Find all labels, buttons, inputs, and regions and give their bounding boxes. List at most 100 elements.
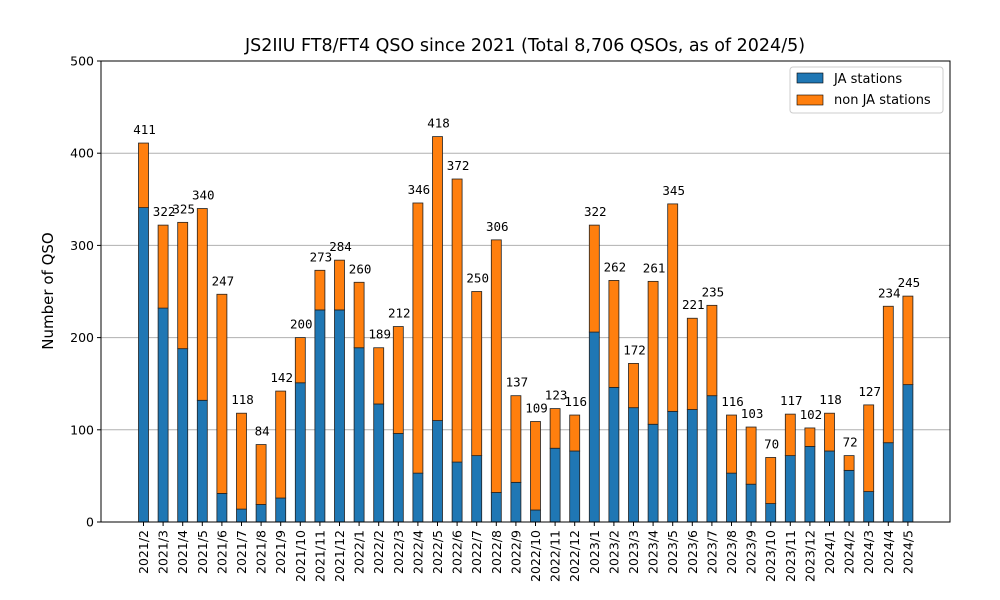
- bar-total-label: 346: [408, 182, 431, 197]
- bar-non-ja-stations: [255, 444, 267, 505]
- bar-ja-stations: [490, 492, 502, 523]
- bar-non-ja-stations: [196, 208, 208, 401]
- bar-non-ja-stations: [353, 281, 365, 349]
- bar-total-label: 245: [898, 275, 921, 290]
- bar-ja-stations: [569, 450, 581, 523]
- x-tick-label: 2022/9: [508, 530, 523, 574]
- bar-non-ja-stations: [843, 455, 855, 471]
- bar-ja-stations: [412, 472, 424, 523]
- bar-ja-stations: [882, 442, 894, 523]
- bar-ja-stations: [294, 382, 306, 523]
- x-tick-label: 2022/11: [548, 530, 563, 582]
- x-tick-label: 2024/1: [822, 530, 837, 574]
- legend-box: [789, 66, 944, 114]
- bar-total-label: 262: [604, 259, 627, 274]
- bar-total-label: 345: [662, 183, 685, 198]
- y-tick-label: 100: [70, 422, 94, 437]
- bar-ja-stations: [588, 331, 600, 523]
- x-tick-label: 2021/3: [156, 530, 171, 574]
- x-tick-label: 2021/7: [234, 530, 249, 574]
- x-tick-label: 2023/3: [626, 530, 641, 574]
- chart-title: JS2IIU FT8/FT4 QSO since 2021 (Total 8,7…: [244, 36, 805, 56]
- x-tick-label: 2021/6: [214, 530, 229, 574]
- bar-total-label: 127: [858, 384, 881, 399]
- y-tick-label: 500: [70, 54, 94, 69]
- bar-total-label: 234: [878, 285, 901, 300]
- bar-ja-stations: [177, 348, 189, 523]
- y-tick-label: 300: [70, 238, 94, 253]
- x-tick-label: 2023/2: [606, 530, 621, 574]
- bar-ja-stations: [138, 207, 149, 523]
- bar-total-label: 116: [564, 394, 587, 409]
- x-tick-label: 2023/12: [802, 530, 817, 582]
- x-axis: 2021/2 2021/3 2021/4 2021/5 2021/6 2021/7 2021…: [136, 522, 915, 582]
- plot-frame: [100, 60, 951, 523]
- bar-non-ja-stations: [804, 427, 816, 447]
- bar-non-ja-stations: [236, 412, 247, 510]
- x-tick-label: 2021/10: [293, 530, 308, 582]
- bar-ja-stations: [726, 472, 737, 523]
- bar-total-label: 189: [368, 327, 391, 342]
- x-tick-label: 2021/2: [136, 530, 151, 574]
- bar-ja-stations: [667, 410, 679, 523]
- x-tick-label: 2021/8: [254, 530, 269, 574]
- bar-non-ja-stations: [628, 363, 639, 409]
- bar-non-ja-stations: [432, 136, 443, 421]
- legend-label-ja: JA stations: [833, 72, 902, 87]
- x-tick-label: 2024/2: [842, 530, 857, 574]
- bar-non-ja-stations: [157, 224, 169, 309]
- bar-total-label: 116: [721, 394, 744, 409]
- bar-total-label: 118: [819, 392, 842, 407]
- bar-ja-stations: [196, 399, 208, 523]
- x-tick-label: 2022/5: [430, 530, 445, 574]
- bar-total-label: 123: [545, 388, 568, 403]
- bar-ja-stations: [392, 433, 404, 523]
- x-tick-label: 2024/4: [881, 530, 896, 574]
- bar-total-label: 103: [741, 406, 764, 421]
- bar-non-ja-stations: [451, 178, 463, 463]
- bar-total-label: 137: [506, 375, 529, 390]
- bar-total-label: 260: [349, 261, 372, 276]
- bar-total-label: 142: [270, 370, 293, 385]
- bar-total-label: 372: [447, 158, 470, 173]
- bar-ja-stations: [157, 307, 169, 523]
- x-tick-label: 2022/1: [352, 530, 367, 574]
- bar-ja-stations: [843, 469, 855, 523]
- bar-total-label: 117: [780, 393, 803, 408]
- legend-label-non-ja: non JA stations: [834, 93, 931, 108]
- bar-ja-stations: [628, 407, 639, 523]
- bar-total-label: 322: [584, 204, 607, 219]
- bar-total-label: 212: [388, 306, 411, 321]
- bar-ja-stations: [510, 481, 522, 523]
- bar-ja-stations: [824, 450, 835, 523]
- bar-non-ja-stations: [569, 414, 581, 452]
- bar-total-label: 72: [843, 435, 858, 450]
- bar-non-ja-stations: [882, 305, 894, 444]
- bar-total-label: 235: [702, 284, 725, 299]
- bar-non-ja-stations: [588, 224, 600, 333]
- x-tick-label: 2022/4: [410, 530, 425, 574]
- bar-non-ja-stations: [686, 317, 698, 410]
- bar-non-ja-stations: [294, 337, 306, 384]
- bar-non-ja-stations: [608, 280, 620, 388]
- x-tick-label: 2023/11: [783, 530, 798, 582]
- bar-non-ja-stations: [824, 412, 835, 452]
- bar-ja-stations: [647, 423, 659, 523]
- bar-non-ja-stations: [373, 347, 385, 405]
- bar-ja-stations: [471, 455, 483, 523]
- bar-ja-stations: [706, 395, 718, 523]
- bar-ja-stations: [275, 497, 287, 523]
- bar-non-ja-stations: [706, 304, 718, 397]
- x-tick-label: 2023/8: [724, 530, 739, 574]
- x-tick-label: 2024/3: [861, 530, 876, 574]
- bar-non-ja-stations: [863, 404, 875, 492]
- bar-total-label: 247: [212, 273, 235, 288]
- x-tick-label: 2022/7: [469, 530, 484, 574]
- legend-swatch-non-ja: [796, 94, 824, 106]
- data-labels: 4113223253402471188414220027328426018921…: [133, 116, 920, 452]
- bar-non-ja-stations: [334, 259, 345, 311]
- bar-ja-stations: [255, 504, 267, 523]
- bar-non-ja-stations: [216, 293, 228, 494]
- y-tick-label: 200: [70, 330, 94, 345]
